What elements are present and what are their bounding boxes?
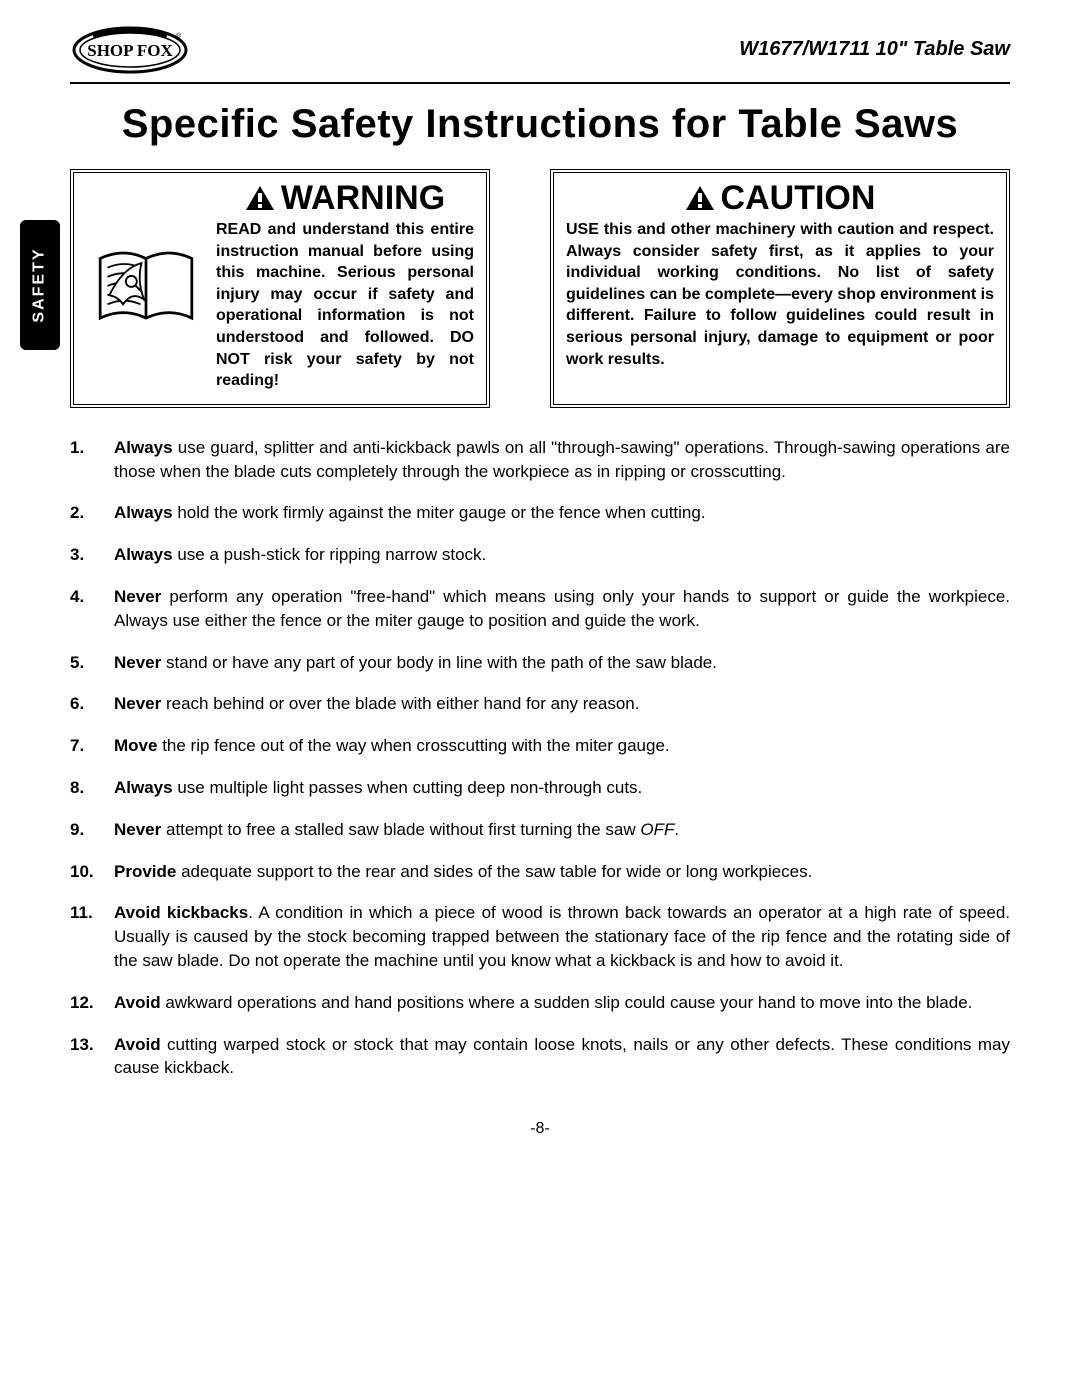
caution-body: USE this and other machinery with cautio… <box>566 219 994 370</box>
svg-text:®: ® <box>176 32 182 40</box>
instruction-text: Move the rip fence out of the way when c… <box>114 734 1010 758</box>
instructions-list: Always use guard, splitter and anti-kick… <box>70 436 1010 1080</box>
manual-page: SHOP FOX ® W1677/W1711 10" Table Saw SAF… <box>0 20 1080 1138</box>
instruction-text: Never perform any operation "free-hand" … <box>114 585 1010 633</box>
instruction-text: Always use multiple light passes when cu… <box>114 776 1010 800</box>
caution-callout: CAUTION USE this and other machinery wit… <box>550 169 1010 408</box>
warning-heading: WARNING <box>216 181 474 215</box>
instruction-text: Never reach behind or over the blade wit… <box>114 692 1010 716</box>
instruction-item: Always use a push-stick for ripping narr… <box>70 543 1010 567</box>
instruction-item: Always use guard, splitter and anti-kick… <box>70 436 1010 484</box>
caution-heading: CAUTION <box>566 181 994 215</box>
instruction-item: Never attempt to free a stalled saw blad… <box>70 818 1010 842</box>
safety-side-tab: SAFETY <box>20 220 60 350</box>
instruction-item: Always hold the work firmly against the … <box>70 501 1010 525</box>
instruction-text: Always use a push-stick for ripping narr… <box>114 543 1010 567</box>
page-title: Specific Safety Instructions for Table S… <box>70 102 1010 147</box>
manual-book-icon <box>86 181 206 392</box>
instruction-item: Provide adequate support to the rear and… <box>70 860 1010 884</box>
instruction-item: Avoid cutting warped stock or stock that… <box>70 1033 1010 1081</box>
instruction-item: Never perform any operation "free-hand" … <box>70 585 1010 633</box>
caution-triangle-icon <box>685 185 715 211</box>
warning-callout: WARNING READ and understand this entire … <box>70 169 490 408</box>
product-model-label: W1677/W1711 10" Table Saw <box>739 38 1010 61</box>
safety-tab-label: SAFETY <box>31 247 49 322</box>
page-number: -8- <box>70 1120 1010 1138</box>
instruction-item: Avoid kickbacks. A condition in which a … <box>70 901 1010 972</box>
shop-fox-logo-icon: SHOP FOX ® <box>70 20 190 76</box>
brand-logo: SHOP FOX ® <box>70 20 190 76</box>
warning-triangle-icon <box>245 185 275 211</box>
instruction-item: Never stand or have any part of your bod… <box>70 651 1010 675</box>
instruction-item: Always use multiple light passes when cu… <box>70 776 1010 800</box>
instruction-text: Always hold the work firmly against the … <box>114 501 1010 525</box>
warning-body: READ and understand this entire instruct… <box>216 219 474 392</box>
instruction-text: Provide adequate support to the rear and… <box>114 860 1010 884</box>
header-divider <box>70 82 1010 84</box>
instruction-item: Avoid awkward operations and hand positi… <box>70 991 1010 1015</box>
instruction-text: Avoid awkward operations and hand positi… <box>114 991 1010 1015</box>
instruction-item: Move the rip fence out of the way when c… <box>70 734 1010 758</box>
warning-heading-text: WARNING <box>281 181 445 215</box>
instruction-text: Avoid kickbacks. A condition in which a … <box>114 901 1010 972</box>
instruction-item: Never reach behind or over the blade wit… <box>70 692 1010 716</box>
caution-heading-text: CAUTION <box>721 181 876 215</box>
instruction-text: Never stand or have any part of your bod… <box>114 651 1010 675</box>
callout-row: WARNING READ and understand this entire … <box>70 169 1010 408</box>
instruction-text: Always use guard, splitter and anti-kick… <box>114 436 1010 484</box>
warning-text-column: WARNING READ and understand this entire … <box>216 181 474 392</box>
instruction-text: Never attempt to free a stalled saw blad… <box>114 818 1010 842</box>
svg-text:SHOP FOX: SHOP FOX <box>87 41 173 60</box>
instruction-text: Avoid cutting warped stock or stock that… <box>114 1033 1010 1081</box>
page-header: SHOP FOX ® W1677/W1711 10" Table Saw <box>70 20 1010 76</box>
